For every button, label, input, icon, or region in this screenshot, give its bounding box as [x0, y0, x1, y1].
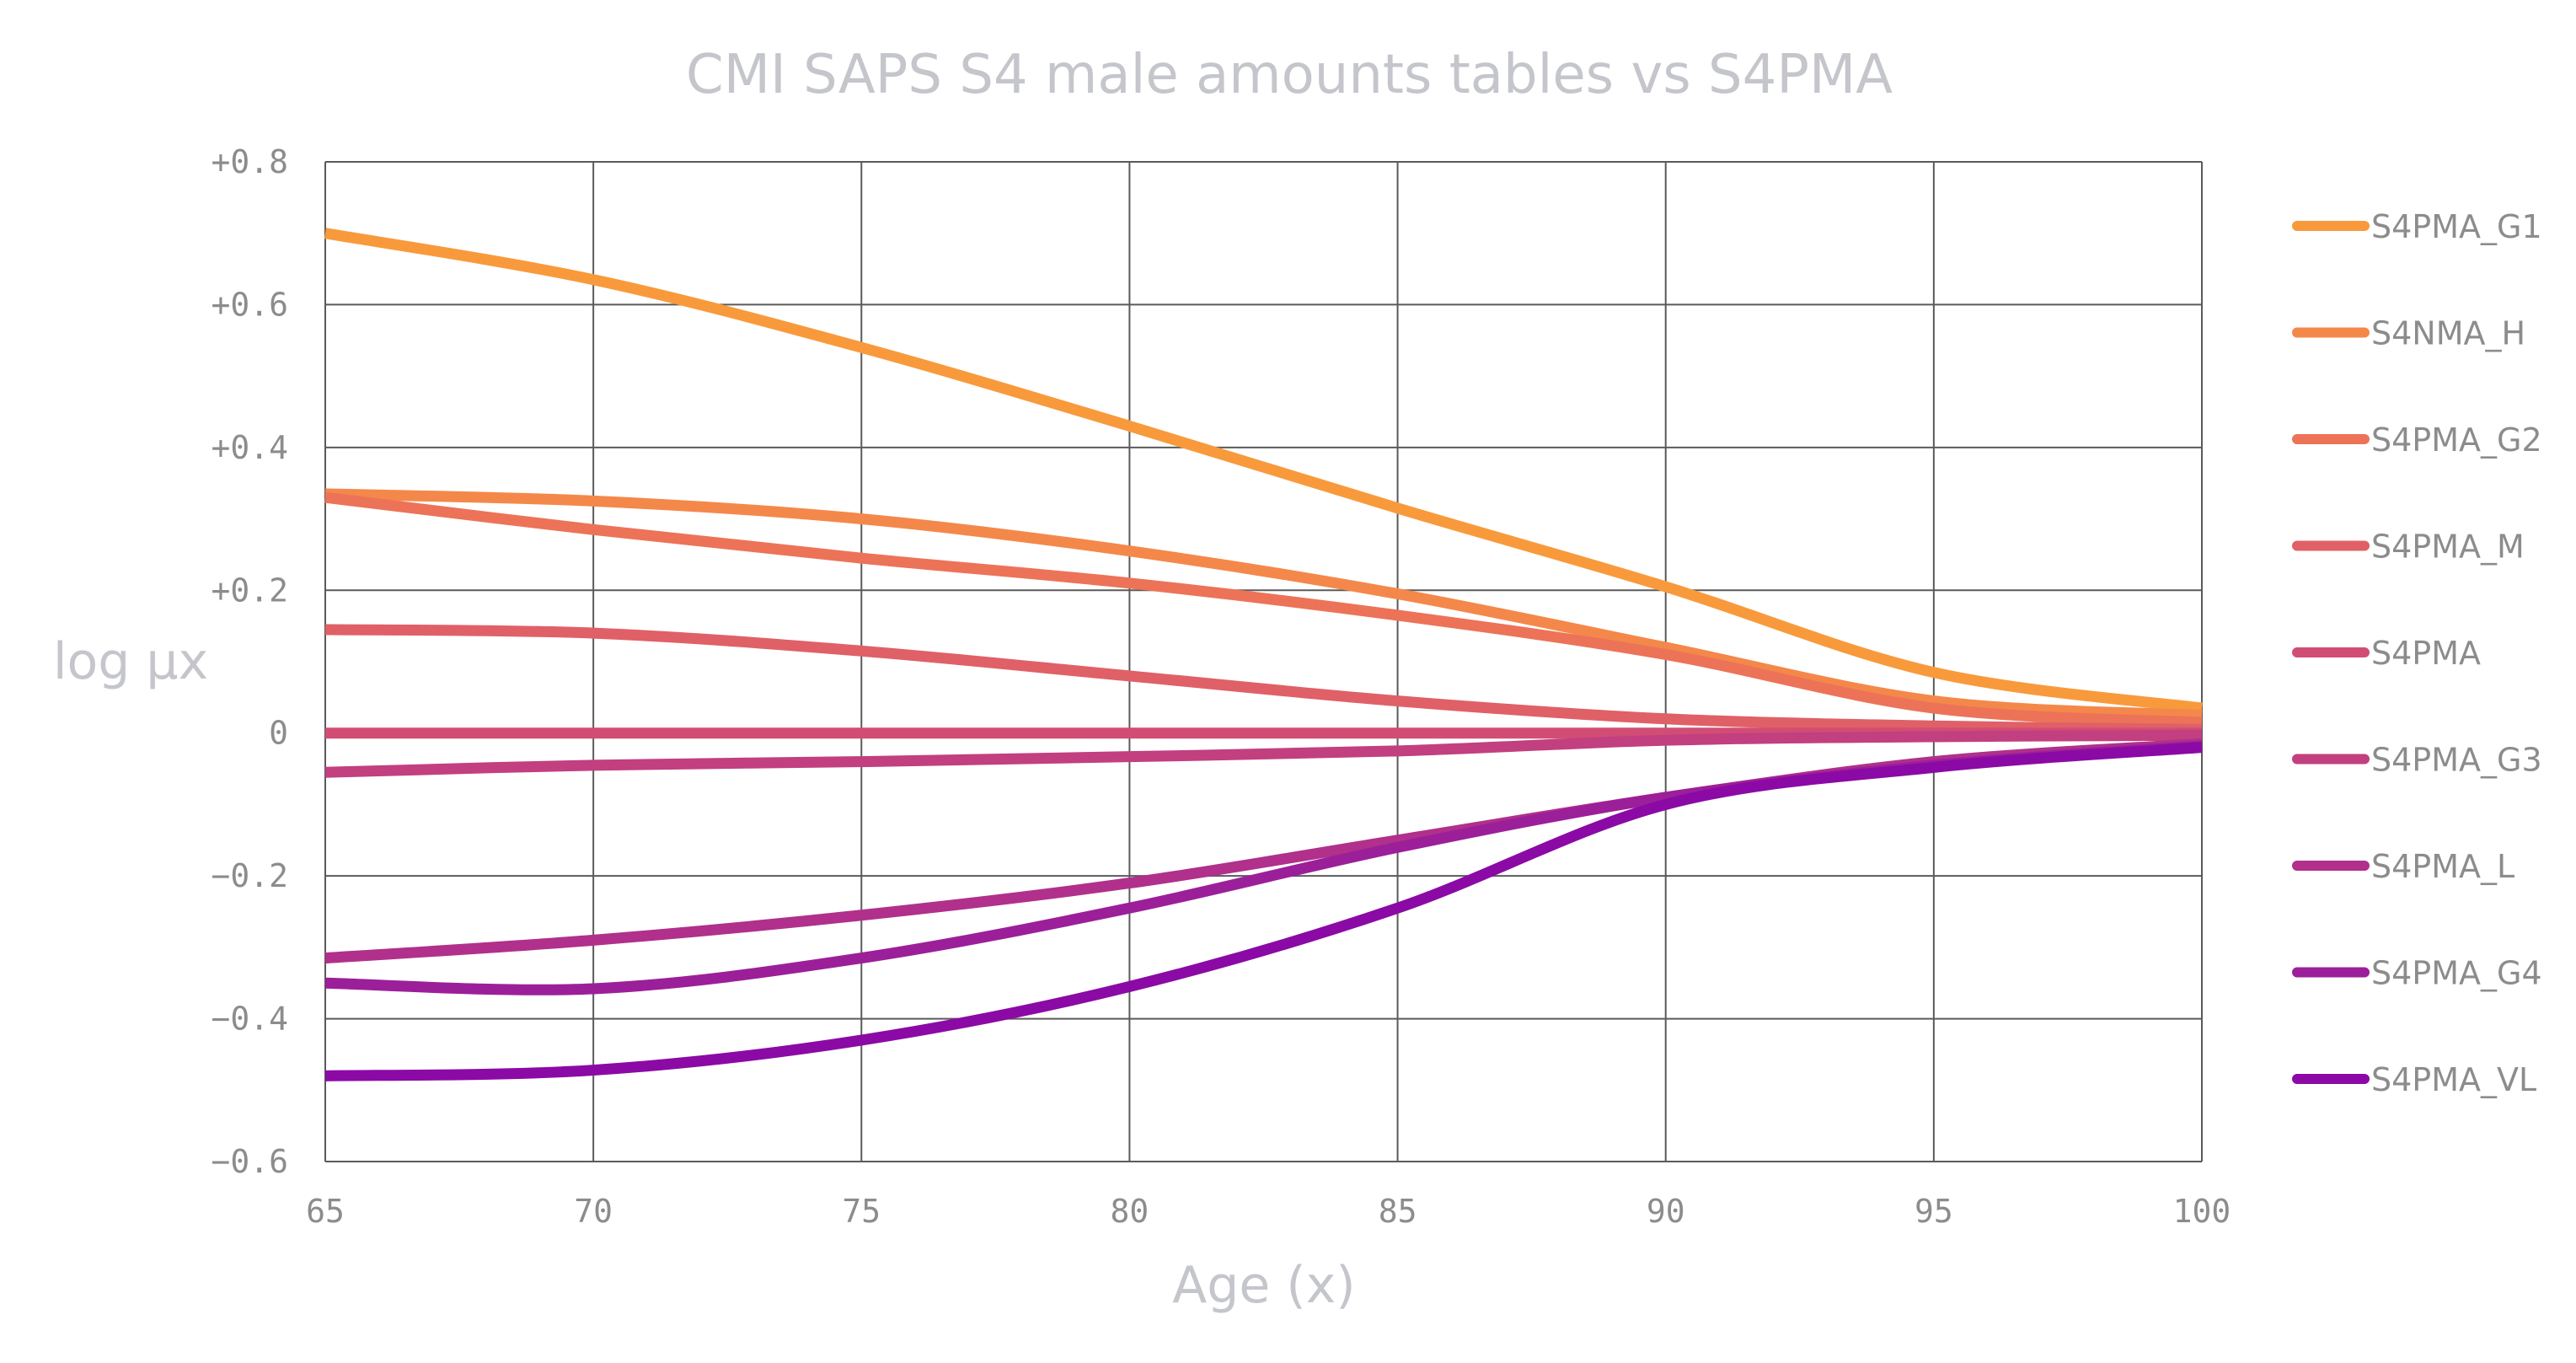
legend-label: S4PMA_G2 [2371, 421, 2542, 459]
legend-item: S4NMA_H [2292, 315, 2525, 352]
legend-item: S4PMA_G3 [2292, 742, 2542, 779]
x-tick-label: 70 [574, 1193, 613, 1230]
x-tick-label: 85 [1379, 1193, 1417, 1230]
legend-label: S4PMA_G4 [2371, 955, 2542, 992]
x-axis-label: Age (x) [1172, 1256, 1355, 1315]
legend-label: S4PMA_L [2371, 848, 2514, 885]
legend-item: S4PMA [2292, 635, 2481, 672]
legend-item: S4PMA_VL [2292, 1061, 2536, 1098]
legend-item: S4PMA_M [2292, 529, 2525, 566]
legend-label: S4PMA [2371, 635, 2481, 672]
legend-item: S4PMA_L [2292, 848, 2514, 885]
series-line-s4pma-m [324, 624, 2203, 735]
x-tick-label: 80 [1111, 1193, 1149, 1230]
legend: S4PMA_G1 S4NMA_H S4PMA_G2 S4PMA_M S4PMA S4PMA… [2292, 208, 2542, 1098]
legend-label: S4PMA_VL [2371, 1061, 2536, 1098]
legend-item: S4PMA_G2 [2292, 421, 2542, 459]
legend-label: S4PMA_M [2371, 529, 2525, 566]
series-line-s4nma-h [324, 488, 2203, 722]
y-axis-label: log μx [53, 632, 208, 691]
chart-title: CMI SAPS S4 male amounts tables vs S4PMA [686, 44, 1893, 106]
legend-item: S4PMA_G4 [2292, 955, 2542, 992]
y-tick-label: 0 [269, 715, 288, 752]
tick-labels: 65 70 75 80 85 90 95 100 +0.8 +0.6 +0.4 +0.2 0 −0.2 −0… [211, 143, 2231, 1230]
x-tick-label: 95 [1915, 1193, 1953, 1230]
x-tick-label: 65 [306, 1193, 345, 1230]
series-line-s4pma-vl [324, 742, 2203, 1081]
legend-label: S4PMA_G3 [2371, 742, 2542, 779]
legend-label: S4NMA_H [2371, 315, 2525, 352]
y-tick-label: −0.2 [211, 857, 288, 894]
x-tick-label: 75 [842, 1193, 881, 1230]
series-line-s4pma-g1 [324, 228, 2203, 714]
y-tick-label: +0.8 [211, 143, 288, 180]
series-line-s4pma-g2 [324, 491, 2203, 728]
x-tick-label: 90 [1647, 1193, 1685, 1230]
legend-label: S4PMA_G1 [2371, 208, 2542, 245]
y-tick-label: −0.4 [211, 1001, 288, 1038]
y-tick-label: −0.6 [211, 1143, 288, 1180]
legend-item: S4PMA_G1 [2292, 208, 2542, 245]
y-tick-label: +0.6 [211, 286, 288, 323]
series-line-s4pma-g3 [324, 729, 2203, 778]
y-tick-label: +0.4 [211, 429, 288, 466]
x-tick-label: 100 [2173, 1193, 2231, 1230]
series-lines [324, 228, 2203, 1081]
grid [324, 161, 2203, 1162]
series-line-s4pma-l [324, 738, 2203, 964]
y-tick-label: +0.2 [211, 571, 288, 609]
